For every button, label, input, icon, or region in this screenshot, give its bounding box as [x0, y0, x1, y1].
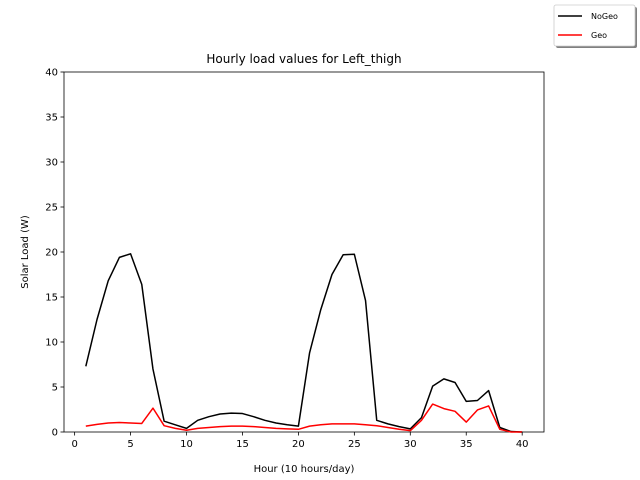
y-tick-label: 25 — [45, 203, 58, 214]
x-tick-label: 20 — [292, 439, 305, 450]
y-tick-label: 0 — [52, 428, 58, 439]
legend-label-geo: Geo — [591, 31, 607, 40]
y-tick-label: 30 — [45, 158, 58, 169]
y-tick-label: 15 — [45, 293, 58, 304]
x-tick-label: 40 — [516, 439, 529, 450]
plot-area — [63, 71, 545, 433]
y-tick-label: 35 — [45, 113, 58, 124]
x-tick-label: 10 — [180, 439, 193, 450]
chart-title: Hourly load values for Left_thigh — [206, 52, 401, 66]
legend: NoGeo Geo — [553, 4, 637, 48]
x-tick-label: 5 — [127, 439, 133, 450]
y-axis-label: Solar Load (W) — [20, 215, 31, 289]
x-tick-label: 15 — [236, 439, 249, 450]
y-tick-label: 20 — [45, 248, 58, 259]
y-tick-label: 40 — [45, 68, 58, 79]
x-tick-label: 35 — [460, 439, 473, 450]
x-tick-label: 30 — [404, 439, 417, 450]
legend-label-nogeo: NoGeo — [591, 12, 618, 21]
x-axis: 0 5 10 15 20 25 30 35 40 — [71, 432, 529, 450]
series-line-nogeo — [85, 253, 523, 433]
y-axis: 0 5 10 15 20 25 30 35 40 — [45, 68, 64, 439]
x-tick-label: 25 — [348, 439, 361, 450]
series-line-geo — [85, 403, 523, 433]
y-tick-label: 5 — [52, 383, 58, 394]
y-tick-label: 10 — [45, 338, 58, 349]
plot-frame — [63, 71, 545, 433]
x-tick-label: 0 — [71, 439, 77, 450]
x-axis-label: Hour (10 hours/day) — [254, 464, 355, 475]
